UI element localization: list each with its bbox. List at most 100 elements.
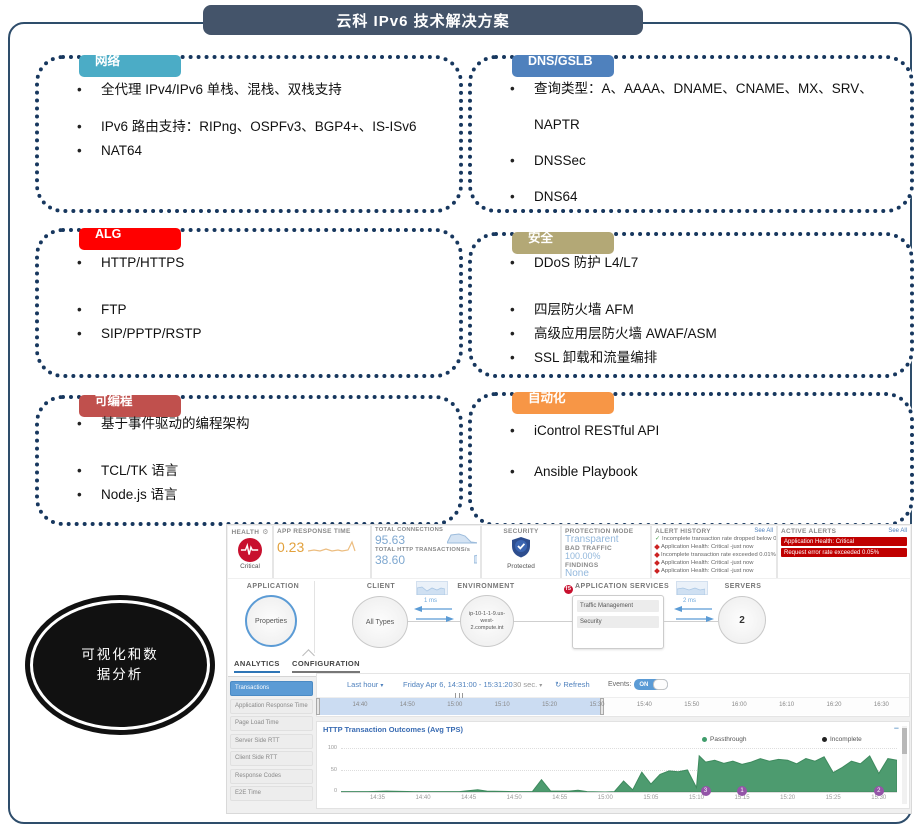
feature-box-dns-gslb: DNS/GSLB 查询类型：A、AAAA、DNAME、CNAME、MX、SRV、…	[468, 55, 914, 215]
total-http-value: 38.60	[375, 553, 406, 567]
health-critical-icon	[238, 538, 262, 562]
x-axis-tick: 14:40	[415, 795, 431, 801]
feature-list: HTTP/HTTPS FTP SIP/PPTP/RSTP	[39, 232, 459, 344]
servers-column-label: SERVERS	[724, 583, 762, 590]
sidebar-item-transactions[interactable]: Transactions	[230, 681, 313, 696]
active-alert-badge[interactable]: Request error rate exceeded 0.05%	[781, 548, 907, 557]
refresh-button[interactable]: ↻ Refresh	[555, 680, 590, 689]
application-map: APPLICATION Properties CLIENT All Types …	[228, 579, 910, 656]
alert-history-item: Application Health: Critical -just now	[661, 544, 754, 550]
arrow-right-icon	[416, 616, 454, 622]
visualization-ellipse: 可视化和数 据分析	[25, 595, 215, 735]
x-axis-tick: 15:05	[643, 795, 659, 801]
timeline-tick: 16:10	[779, 702, 795, 708]
active-alert-badge[interactable]: Application Health: Critical	[781, 537, 907, 546]
feature-item: 四层防火墙 AFM	[506, 299, 892, 320]
feature-list: 全代理 IPv4/IPv6 单栈、混栈、双栈支持 IPv6 路由支持：RIPng…	[39, 59, 459, 161]
alert-history-item: Application Health: Critical -just now	[661, 568, 754, 574]
x-axis-tick: 15:00	[597, 795, 613, 801]
timeline-tick: 15:00	[447, 702, 463, 708]
tab-analytics[interactable]: ANALYTICS	[234, 659, 280, 673]
sidebar-item-client-side-rtt[interactable]: Client Side RTT	[230, 751, 313, 766]
sidebar-item-application-response-time[interactable]: Application Response Time	[230, 698, 313, 714]
event-marker[interactable]: 2	[873, 786, 884, 796]
arrow-left-icon	[674, 606, 712, 612]
toggle-knob	[653, 679, 669, 690]
environment-node[interactable]: ip-10-1-1-9.us-west-2.compute.int	[460, 595, 514, 647]
feature-item: SSL 卸载和流量编排	[506, 347, 892, 368]
latency-sparkline	[416, 581, 448, 596]
connector-line	[512, 621, 572, 622]
client-node[interactable]: All Types	[352, 596, 408, 648]
feature-box-tab-programmable: 可编程	[79, 395, 181, 417]
event-marker[interactable]: 1	[737, 786, 748, 796]
chevron-down-icon: ▾	[539, 683, 543, 689]
sidebar-item-response-codes[interactable]: Response Codes	[230, 768, 313, 784]
check-icon: ✓	[655, 536, 661, 542]
timeline-grip[interactable]	[455, 693, 463, 698]
feature-box-tab-security: 安全	[512, 232, 614, 254]
events-toggle[interactable]: ON	[634, 679, 669, 690]
health-status: Critical	[240, 563, 260, 570]
tab-configuration[interactable]: CONFIGURATION	[292, 659, 360, 673]
y-axis-tick: 100	[327, 745, 337, 751]
application-node[interactable]: Properties	[245, 595, 297, 647]
x-axis-tick: 14:35	[369, 795, 385, 801]
security-label: SECURITY	[503, 528, 539, 535]
health-label: HEALTH	[231, 528, 260, 536]
app-response-time-label: APP RESPONSE TIME	[277, 528, 351, 535]
feature-item: DNS64	[506, 179, 892, 215]
feature-item: 基于事件驱动的编程架构	[73, 413, 441, 434]
collapse-chart-button[interactable]: −	[893, 723, 899, 733]
application-services-column-label: f5 APPLICATION SERVICES	[564, 583, 670, 594]
service-row[interactable]: Traffic Management	[577, 600, 659, 612]
service-row[interactable]: Security	[577, 616, 659, 628]
bad-traffic-value: 100.00%	[565, 551, 601, 561]
connector-line	[406, 621, 466, 622]
feature-item: TCL/TK 语言	[73, 460, 441, 481]
alert-history-item: Application Health: Critical -just now	[661, 560, 754, 566]
chart-scrollbar[interactable]	[902, 726, 907, 804]
alert-icon	[654, 552, 660, 558]
feature-item: DDoS 防护 L4/L7	[506, 252, 892, 273]
feature-item: Node.js 语言	[73, 484, 441, 505]
active-alerts-see-all-link[interactable]: See All	[888, 528, 907, 534]
connector-line	[664, 621, 718, 622]
x-axis-tick: 14:45	[461, 795, 477, 801]
page-title: 云科 IPv6 技术解决方案	[203, 5, 643, 35]
protection-mode-value: Transparent	[565, 534, 619, 545]
feature-item: FTP	[73, 299, 441, 320]
sidebar-item-e2e-time[interactable]: E2E Time	[230, 786, 313, 801]
gear-icon[interactable]: ⚙	[262, 529, 269, 536]
timeline-handle-left[interactable]	[316, 698, 320, 715]
arrow-right-icon	[676, 616, 714, 622]
feature-list: 基于事件驱动的编程架构 TCL/TK 语言 Node.js 语言	[39, 399, 459, 505]
event-marker[interactable]: 3	[700, 786, 711, 796]
scrollbar-thumb[interactable]	[902, 728, 907, 754]
interval-dropdown[interactable]: 30 sec. ▾	[513, 680, 543, 689]
servers-node[interactable]: 2	[718, 596, 766, 644]
sidebar-item-page-load-time[interactable]: Page Load Time	[230, 716, 313, 731]
latency-sparkline	[676, 581, 708, 596]
range-dropdown[interactable]: Last hour ▾	[347, 680, 384, 689]
visualization-ellipse-inner: 可视化和数 据分析	[30, 600, 210, 730]
timeline-slider[interactable]: 14:40 14:50 15:00 15:10 15:20 15:30 15:40 15:50…	[316, 693, 909, 715]
environment-column-label: ENVIRONMENT	[457, 583, 515, 590]
findings-value: None	[565, 568, 589, 579]
chevron-down-icon: ▾	[380, 683, 384, 689]
bad-traffic-label: BAD TRAFFIC	[565, 545, 612, 552]
feature-item: SIP/PPTP/RSTP	[73, 323, 441, 344]
protection-panel: PROTECTION MODE Transparent BAD TRAFFIC …	[562, 526, 650, 578]
date-range-label: Friday Apr 6, 14:31:00 - 15:31:20	[403, 680, 513, 689]
client-latency: 1 ms	[424, 598, 438, 604]
timeline-handle-right[interactable]	[600, 698, 604, 715]
sidebar-item-server-side-rtt[interactable]: Server Side RTT	[230, 733, 313, 749]
feature-item: 查询类型：A、AAAA、DNAME、CNAME、MX、SRV、NAPTR	[506, 71, 892, 143]
feature-item: DNSSec	[506, 143, 892, 179]
timeline-tick: 15:20	[542, 702, 558, 708]
alert-history-see-all-link[interactable]: See All	[754, 528, 773, 534]
application-services-box[interactable]: Traffic Management Security	[572, 595, 664, 649]
x-axis-tick: 15:25	[825, 795, 841, 801]
timeline-selection[interactable]	[317, 698, 603, 715]
x-axis-tick: 14:50	[506, 795, 522, 801]
